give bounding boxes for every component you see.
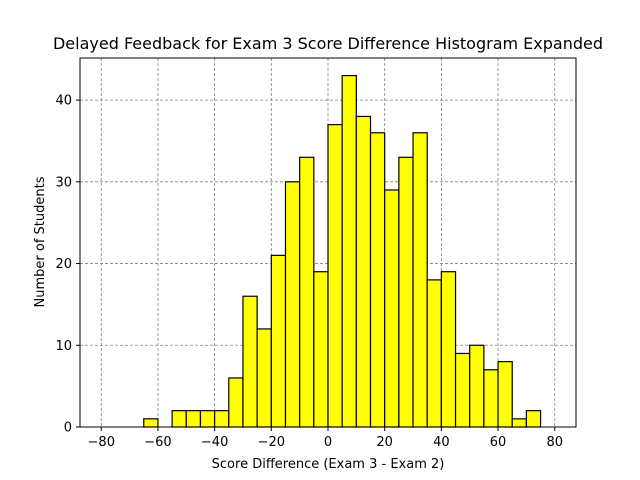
x-tick-label: 20 (376, 435, 393, 450)
chart-title: Delayed Feedback for Exam 3 Score Differ… (53, 34, 603, 53)
histogram-bar (284, 181, 301, 428)
histogram-bar (355, 115, 372, 428)
histogram-bar (214, 410, 230, 428)
histogram-bar (426, 279, 442, 428)
histogram-bar (185, 410, 202, 428)
histogram-bar (143, 418, 159, 428)
histogram-bar (270, 254, 287, 428)
y-tick-label: 0 (64, 421, 72, 436)
x-axis-ticks: −80 −60 −40 −20 0 20 40 60 80 (88, 427, 563, 450)
x-tick-label: −20 (258, 435, 285, 450)
histogram-bar (171, 410, 187, 428)
histogram-bar (199, 410, 216, 428)
x-tick-label: 40 (433, 435, 450, 450)
histogram-bar (511, 418, 528, 428)
x-tick-label: −60 (144, 435, 171, 450)
histogram-bar (228, 377, 244, 428)
histogram-bar (313, 271, 329, 428)
y-tick-label: 10 (55, 339, 72, 354)
x-axis-label: Score Difference (Exam 3 - Exam 2) (212, 457, 445, 472)
x-tick-label: −40 (201, 435, 228, 450)
histogram-bar (384, 189, 400, 428)
x-tick-label: 60 (490, 435, 507, 450)
histogram-bar (327, 124, 343, 428)
histogram-bar (525, 410, 542, 428)
x-tick-label: −80 (88, 435, 115, 450)
histogram-bar (369, 132, 386, 428)
histogram-bar (299, 156, 315, 428)
x-tick-label: 80 (546, 435, 563, 450)
y-tick-label: 20 (55, 257, 72, 272)
histogram-bar (440, 271, 457, 428)
histogram-bar (483, 369, 499, 428)
histogram-bar (412, 132, 428, 428)
bars-group (143, 74, 542, 428)
y-axis-label: Number of Students (33, 176, 48, 307)
histogram-bar (256, 328, 272, 428)
histogram-bar (454, 352, 471, 428)
histogram-bar (469, 344, 485, 428)
y-axis-ticks: 0 10 20 30 40 (55, 94, 80, 436)
y-tick-label: 30 (55, 175, 72, 190)
x-tick-label: 0 (324, 435, 332, 450)
histogram-bar (242, 295, 258, 428)
y-tick-label: 40 (55, 94, 72, 109)
histogram-bar (341, 74, 357, 428)
histogram-bar (398, 156, 414, 428)
histogram-bar (497, 361, 513, 428)
